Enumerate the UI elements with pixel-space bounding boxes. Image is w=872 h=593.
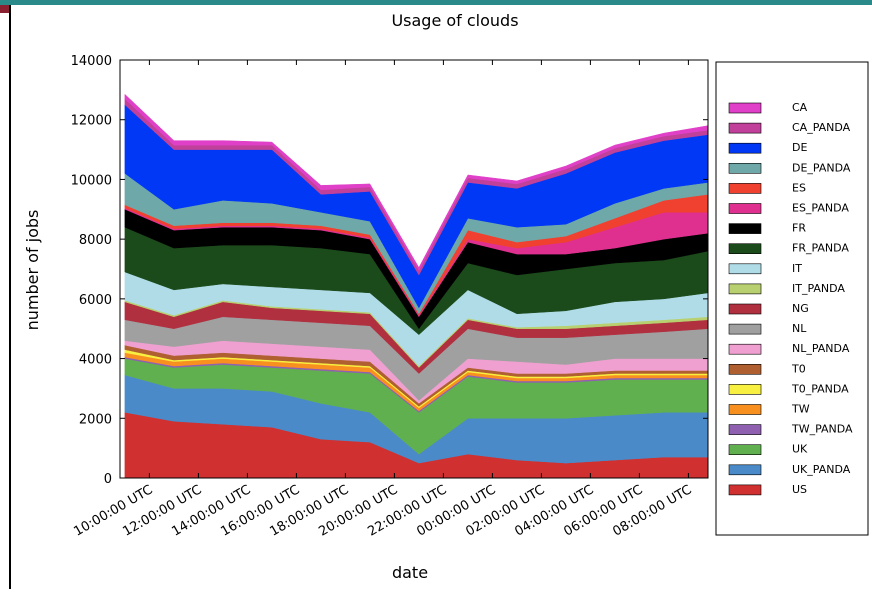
legend-frame: [715, 61, 869, 536]
legend-label: NL: [792, 322, 807, 335]
areas: [124, 93, 709, 479]
legend-label: T0: [791, 362, 806, 375]
legend-swatch: [728, 444, 762, 456]
legend-label: FR: [792, 222, 806, 235]
window-accent: [0, 5, 10, 13]
legend-swatch: [728, 243, 762, 254]
legend-swatch: [728, 384, 762, 395]
plot-frame: [119, 59, 709, 479]
legend-label: CA: [792, 101, 808, 114]
legend-swatch: [728, 303, 762, 315]
legend-swatch: [728, 363, 762, 375]
legend-label: DE: [792, 141, 807, 154]
chart-title: Usage of clouds: [391, 11, 518, 30]
legend-swatch: [728, 484, 762, 496]
legend-label: T0_PANDA: [791, 382, 849, 395]
legend-swatch: [728, 424, 762, 435]
legend-label: TW: [791, 403, 810, 416]
legend-label: ES_PANDA: [792, 202, 849, 215]
legend-label: IT_PANDA: [792, 282, 845, 295]
legend-swatch: [728, 323, 762, 335]
legend-swatch: [728, 183, 762, 194]
legend-swatch: [728, 203, 762, 214]
legend-swatch: [728, 163, 762, 174]
y-tick-label: 6000: [79, 293, 112, 308]
legend-swatch: [728, 464, 762, 476]
y-tick-label: 2000: [79, 412, 112, 427]
legend-label: CA_PANDA: [792, 121, 851, 134]
legend-label: TW_PANDA: [791, 423, 853, 436]
legend-label: FR_PANDA: [792, 242, 849, 255]
legend-swatch: [728, 102, 762, 114]
legend-label: ES: [792, 181, 806, 194]
y-tick-label: 10000: [71, 173, 112, 188]
y-axis-label: number of jobs: [23, 210, 42, 331]
legend-swatch: [728, 343, 762, 355]
legend-swatch: [728, 404, 762, 415]
legend-label: IT: [792, 262, 802, 275]
x-axis-label: date: [392, 563, 428, 582]
legend-label: NL_PANDA: [792, 342, 850, 355]
y-tick-label: 4000: [79, 353, 112, 368]
y-tick-label: 0: [104, 472, 112, 487]
legend-swatch: [728, 223, 762, 234]
y-tick-label: 12000: [71, 114, 112, 129]
legend-label: UK: [792, 443, 808, 456]
legend: CA CA_PANDA DE DE_PANDA ES ES_PANDA FR FR_PANDA…: [715, 61, 869, 536]
y-tick-label: 14000: [71, 54, 112, 69]
legend-label: US: [792, 483, 807, 496]
legend-swatch: [728, 263, 762, 275]
legend-swatch: [728, 122, 762, 134]
legend-label: UK_PANDA: [792, 463, 851, 476]
legend-swatch: [728, 283, 762, 295]
legend-swatch: [728, 142, 762, 154]
legend-label: DE_PANDA: [792, 161, 851, 174]
x-tick-label: 10:00:00 UTC: [71, 482, 155, 539]
legend-label: NG: [792, 302, 809, 315]
window-bar: [0, 0, 872, 5]
y-tick-label: 8000: [79, 233, 112, 248]
